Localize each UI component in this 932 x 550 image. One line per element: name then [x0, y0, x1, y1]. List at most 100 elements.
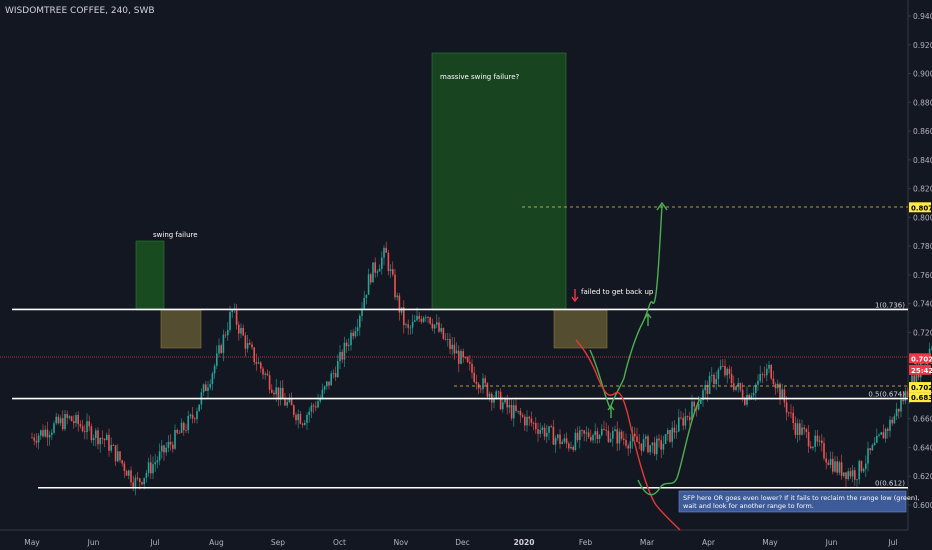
- candle-body: [264, 373, 266, 375]
- candle-body: [469, 361, 471, 364]
- candle-body: [433, 324, 436, 329]
- x-tick-label: Feb: [579, 538, 593, 547]
- candle-body: [354, 331, 357, 337]
- candle-body: [574, 432, 577, 450]
- candle-body: [783, 389, 786, 403]
- candle-body: [528, 416, 530, 419]
- candle-body: [537, 429, 539, 434]
- candle-body: [576, 432, 579, 441]
- candle-body: [286, 402, 288, 406]
- candle-body: [37, 435, 40, 443]
- candle-body: [121, 460, 123, 464]
- candle-body: [167, 441, 170, 448]
- massive-swing-failure-zone: [431, 52, 567, 311]
- candle-body: [361, 308, 363, 316]
- candle-body: [495, 391, 497, 399]
- price-tag-bg: [909, 364, 931, 375]
- candle-body: [235, 308, 238, 325]
- candle-body: [739, 383, 742, 390]
- candle-body: [546, 432, 548, 437]
- candle-body: [191, 414, 194, 419]
- candle-body: [57, 416, 60, 424]
- candle-body: [460, 351, 462, 364]
- candle-body: [893, 416, 896, 424]
- candle-body: [915, 365, 918, 386]
- candle-body: [781, 389, 783, 399]
- candle-body: [389, 269, 392, 272]
- candle-body: [603, 428, 605, 430]
- price-tag-bg: [909, 202, 931, 213]
- candle-body: [84, 431, 86, 433]
- candle-body: [508, 404, 511, 408]
- candle-body: [829, 458, 832, 465]
- candle-body: [238, 324, 240, 334]
- candle-body: [299, 414, 302, 424]
- candle-body: [581, 430, 583, 431]
- info-box[interactable]: SFP here OR goes even lower? If it fails…: [678, 490, 920, 513]
- y-tick-label: 0.640: [913, 443, 932, 452]
- y-tick-label: 0.740: [913, 300, 932, 309]
- candle-body: [827, 462, 830, 465]
- candle-body: [570, 446, 572, 449]
- candle-body: [840, 462, 843, 476]
- candle-body: [766, 368, 768, 376]
- candle-body: [348, 345, 350, 347]
- y-tick-label: 0.920: [913, 41, 932, 50]
- candle-body: [180, 422, 183, 433]
- x-tick-label: Jul: [887, 538, 897, 547]
- time-axis[interactable]: May Jun Jul Aug Sep Oct Nov Dec 2020 Feb Mar Apr May…: [24, 538, 897, 547]
- candle-body: [502, 402, 504, 410]
- candle-body: [616, 429, 618, 444]
- candle-body: [451, 344, 453, 350]
- candle-body: [64, 414, 66, 430]
- candle-body: [704, 384, 706, 391]
- candle-body: [227, 330, 229, 336]
- candle-body: [521, 415, 524, 417]
- candle-body: [95, 430, 97, 439]
- candle-body: [768, 364, 770, 369]
- candle-body: [350, 332, 352, 346]
- candle-body: [240, 327, 242, 334]
- x-tick-label: Apr: [702, 538, 716, 547]
- candle-body: [552, 426, 555, 445]
- candle-body: [697, 403, 700, 410]
- candle-body: [394, 274, 396, 298]
- candle-body: [539, 429, 541, 434]
- candle-body: [834, 461, 836, 472]
- candle-body: [422, 317, 425, 322]
- candle-body: [750, 395, 753, 400]
- candle-body: [862, 468, 865, 472]
- candle-body: [427, 316, 429, 318]
- candle-body: [277, 387, 280, 400]
- x-tick-label: Mar: [640, 538, 655, 547]
- candle-body: [774, 384, 777, 389]
- candle-body: [387, 252, 390, 272]
- candle-body: [513, 405, 515, 419]
- candle-body: [385, 247, 387, 253]
- candle-body: [101, 438, 104, 440]
- candle-body: [744, 399, 746, 405]
- candle-body: [794, 422, 797, 435]
- candle-body: [601, 428, 603, 436]
- candle-body: [207, 387, 209, 391]
- candle-body: [139, 478, 141, 483]
- price-tag-label: 25:42: [911, 367, 932, 375]
- candle-body: [895, 408, 898, 417]
- candle-body: [790, 412, 792, 414]
- candle-body: [150, 462, 152, 474]
- candle-body: [814, 435, 816, 447]
- candle-body: [642, 439, 645, 451]
- candle-body: [178, 432, 181, 434]
- candle-body: [88, 421, 90, 427]
- candle-body: [405, 324, 407, 326]
- candle-body: [656, 438, 658, 455]
- candle-body: [702, 390, 704, 400]
- retest-zone-jan: [553, 309, 608, 349]
- candle-body: [579, 430, 581, 441]
- candle-body: [147, 462, 150, 473]
- candle-body: [928, 348, 931, 356]
- candle-body: [202, 384, 205, 393]
- candle-body: [92, 438, 95, 441]
- candle-body: [330, 373, 332, 386]
